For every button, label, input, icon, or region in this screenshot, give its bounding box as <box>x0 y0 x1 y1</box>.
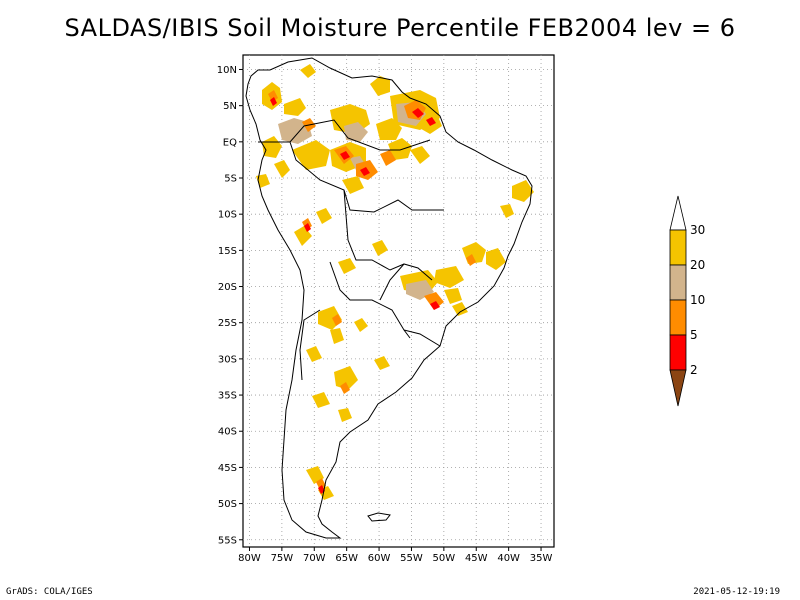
lat-label: 50S <box>218 499 237 510</box>
lon-label: 65W <box>335 553 358 564</box>
lon-label: 70W <box>303 553 326 564</box>
colorbar-cell-5-10 <box>669 299 687 336</box>
lon-label: 80W <box>238 553 261 564</box>
latitude-labels: 10N 5N EQ 5S 10S 15S 20S 25S 30S 35S 40S 45S 50S 55S <box>217 65 243 546</box>
south-america-coastline <box>245 57 533 539</box>
footer-credit: GrADS: COLA/IGES <box>6 587 93 597</box>
lat-label: 5N <box>223 101 237 112</box>
lat-label: 10S <box>218 210 237 221</box>
lat-label: 40S <box>218 427 237 438</box>
lon-label: 60W <box>368 553 391 564</box>
lat-label: 15S <box>218 246 237 257</box>
colorbar-label-2: 2 <box>690 363 698 377</box>
footer-timestamp: 2021-05-12-19:19 <box>693 587 780 597</box>
lon-label: 55W <box>400 553 423 564</box>
lat-label: 25S <box>218 318 237 329</box>
lon-label: 40W <box>497 553 520 564</box>
falkland-islands <box>367 512 391 522</box>
colorbar-label-30: 30 <box>690 223 705 237</box>
lat-label: EQ <box>223 137 237 148</box>
colorbar-label-10: 10 <box>690 293 705 307</box>
lon-label: 35W <box>530 553 553 564</box>
colorbar-cell-above-30 <box>669 195 687 231</box>
colorbar-cell-2-5 <box>669 334 687 371</box>
colorbar-cell-20-30 <box>669 229 687 266</box>
percentile-2-5-areas <box>270 97 440 494</box>
lat-label: 30S <box>218 354 237 365</box>
map-title: SALDAS/IBIS Soil Moisture Percentile FEB… <box>64 14 736 42</box>
colorbar: 30 20 10 5 2 <box>669 195 705 407</box>
lat-label: 10N <box>217 65 237 76</box>
colorbar-cell-below-2 <box>669 369 687 407</box>
lon-label: 50W <box>433 553 456 564</box>
lat-label: 35S <box>218 391 237 402</box>
percentile-fields <box>256 64 534 500</box>
coastline-and-borders <box>245 57 533 539</box>
lat-label: 55S <box>218 535 237 546</box>
lat-label: 5S <box>224 174 237 185</box>
longitude-labels: 80W 75W 70W 65W 60W 55W 50W 45W 40W 35W <box>238 547 552 564</box>
colorbar-label-5: 5 <box>690 328 698 342</box>
lat-label: 45S <box>218 463 237 474</box>
colorbar-label-20: 20 <box>690 258 705 272</box>
lon-label: 75W <box>271 553 294 564</box>
lat-label: 20S <box>218 282 237 293</box>
colorbar-cell-10-20 <box>669 264 687 301</box>
lon-label: 45W <box>465 553 488 564</box>
